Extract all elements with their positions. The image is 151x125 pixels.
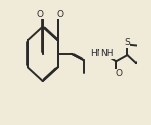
Text: O: O: [37, 10, 44, 19]
Text: O: O: [115, 69, 122, 78]
Text: NH: NH: [100, 49, 113, 58]
Text: O: O: [57, 10, 64, 19]
Text: S: S: [124, 38, 130, 47]
Text: HN: HN: [90, 49, 103, 58]
